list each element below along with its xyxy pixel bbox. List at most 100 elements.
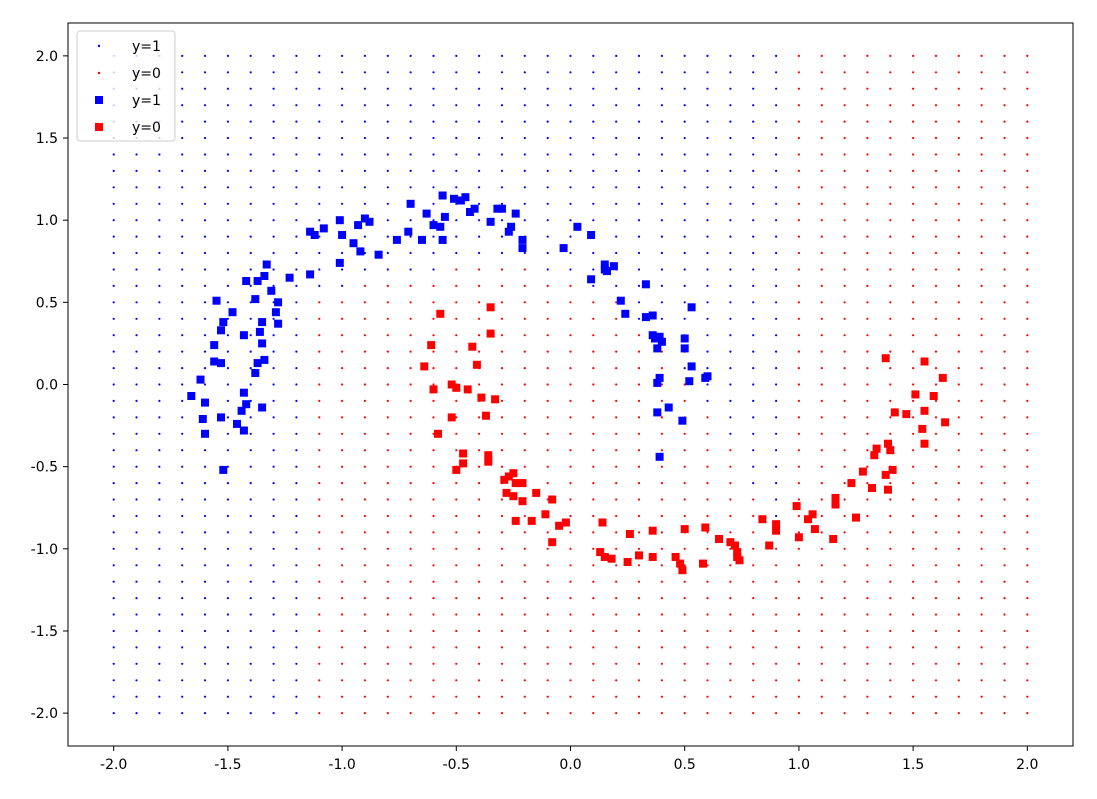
data-point [648, 311, 657, 320]
grid-dot [409, 350, 412, 353]
grid-dot [181, 580, 184, 583]
grid-dot [181, 662, 184, 665]
grid-dot [797, 367, 801, 370]
grid-dot [1003, 120, 1006, 123]
grid-dot [797, 695, 801, 698]
grid-dot [226, 71, 229, 74]
grid-dot [295, 597, 298, 600]
grid-dot [706, 547, 709, 550]
grid-dot [523, 268, 526, 271]
grid-dot [112, 284, 115, 287]
grid-dot [615, 251, 618, 255]
grid-dot [386, 695, 389, 698]
grid-dot [295, 662, 298, 665]
grid-dot [569, 268, 572, 271]
grid-dot [546, 646, 549, 649]
grid-dot [523, 219, 526, 222]
grid-dot [318, 301, 321, 304]
grid-dot [341, 87, 344, 90]
grid-dot [181, 629, 184, 633]
grid-dot [409, 317, 412, 320]
grid-dot [797, 482, 801, 485]
grid-dot [478, 350, 481, 353]
grid-dot [432, 679, 435, 682]
grid-dot [181, 383, 184, 386]
grid-dot [820, 235, 823, 238]
grid-dot [432, 597, 435, 600]
grid-dot [706, 202, 709, 205]
grid-dot [797, 613, 801, 616]
grid-dot [866, 514, 869, 518]
grid-dot [203, 662, 207, 665]
grid-dot [181, 547, 184, 550]
grid-dot [363, 679, 366, 682]
grid-dot [181, 531, 184, 534]
grid-dot [249, 629, 252, 633]
grid-dot [980, 104, 983, 107]
grid-dot [500, 87, 504, 90]
grid-dot [455, 219, 458, 222]
grid-dot [615, 169, 618, 172]
grid-dot [158, 580, 161, 583]
grid-dot [523, 350, 526, 353]
grid-dot [318, 251, 321, 255]
grid-dot [295, 202, 298, 205]
grid-dot [432, 71, 435, 74]
grid-dot [706, 367, 709, 370]
grid-dot [683, 514, 686, 518]
grid-dot [135, 219, 138, 222]
data-point [447, 413, 456, 422]
data-point [217, 359, 225, 368]
grid-dot [546, 482, 549, 485]
grid-dot [158, 629, 161, 633]
grid-dot [386, 498, 389, 501]
data-point [733, 548, 742, 557]
data-point [870, 451, 879, 460]
grid-dot [569, 629, 572, 633]
grid-dot [980, 531, 983, 534]
grid-dot [341, 367, 344, 370]
grid-dot [523, 367, 526, 370]
grid-dot [341, 514, 344, 518]
grid-dot [249, 564, 252, 567]
grid-dot [775, 334, 778, 337]
grid-dot [1003, 169, 1006, 172]
grid-dot [272, 367, 275, 370]
grid-dot [409, 449, 412, 452]
grid-dot [820, 71, 823, 74]
data-point [493, 204, 502, 213]
grid-dot [683, 547, 686, 550]
data-point [623, 558, 632, 566]
grid-dot [523, 662, 526, 665]
grid-dot [980, 432, 983, 435]
grid-dot [957, 301, 960, 304]
grid-dot [1003, 662, 1006, 665]
grid-dot [820, 531, 823, 534]
grid-dot [341, 613, 344, 616]
grid-dot [386, 235, 389, 238]
grid-dot [181, 613, 184, 616]
data-point [404, 227, 413, 236]
grid-dot [226, 482, 229, 485]
grid-dot [706, 136, 709, 140]
grid-dot [889, 153, 892, 156]
grid-dot [569, 712, 572, 715]
grid-dot [912, 580, 915, 583]
grid-dot [1003, 465, 1006, 468]
grid-dot [912, 432, 915, 435]
grid-dot [752, 695, 755, 698]
grid-dot [546, 432, 549, 435]
data-point [680, 525, 689, 534]
grid-dot [980, 383, 983, 386]
grid-dot [569, 334, 572, 337]
grid-dot [912, 136, 915, 140]
grid-dot [295, 580, 298, 583]
grid-dot [1026, 87, 1029, 90]
data-point [196, 375, 205, 384]
grid-dot [226, 54, 229, 58]
grid-dot [363, 153, 366, 156]
data-point [687, 362, 696, 371]
grid-dot [729, 613, 732, 616]
grid-dot [386, 432, 389, 435]
grid-dot [455, 87, 458, 90]
